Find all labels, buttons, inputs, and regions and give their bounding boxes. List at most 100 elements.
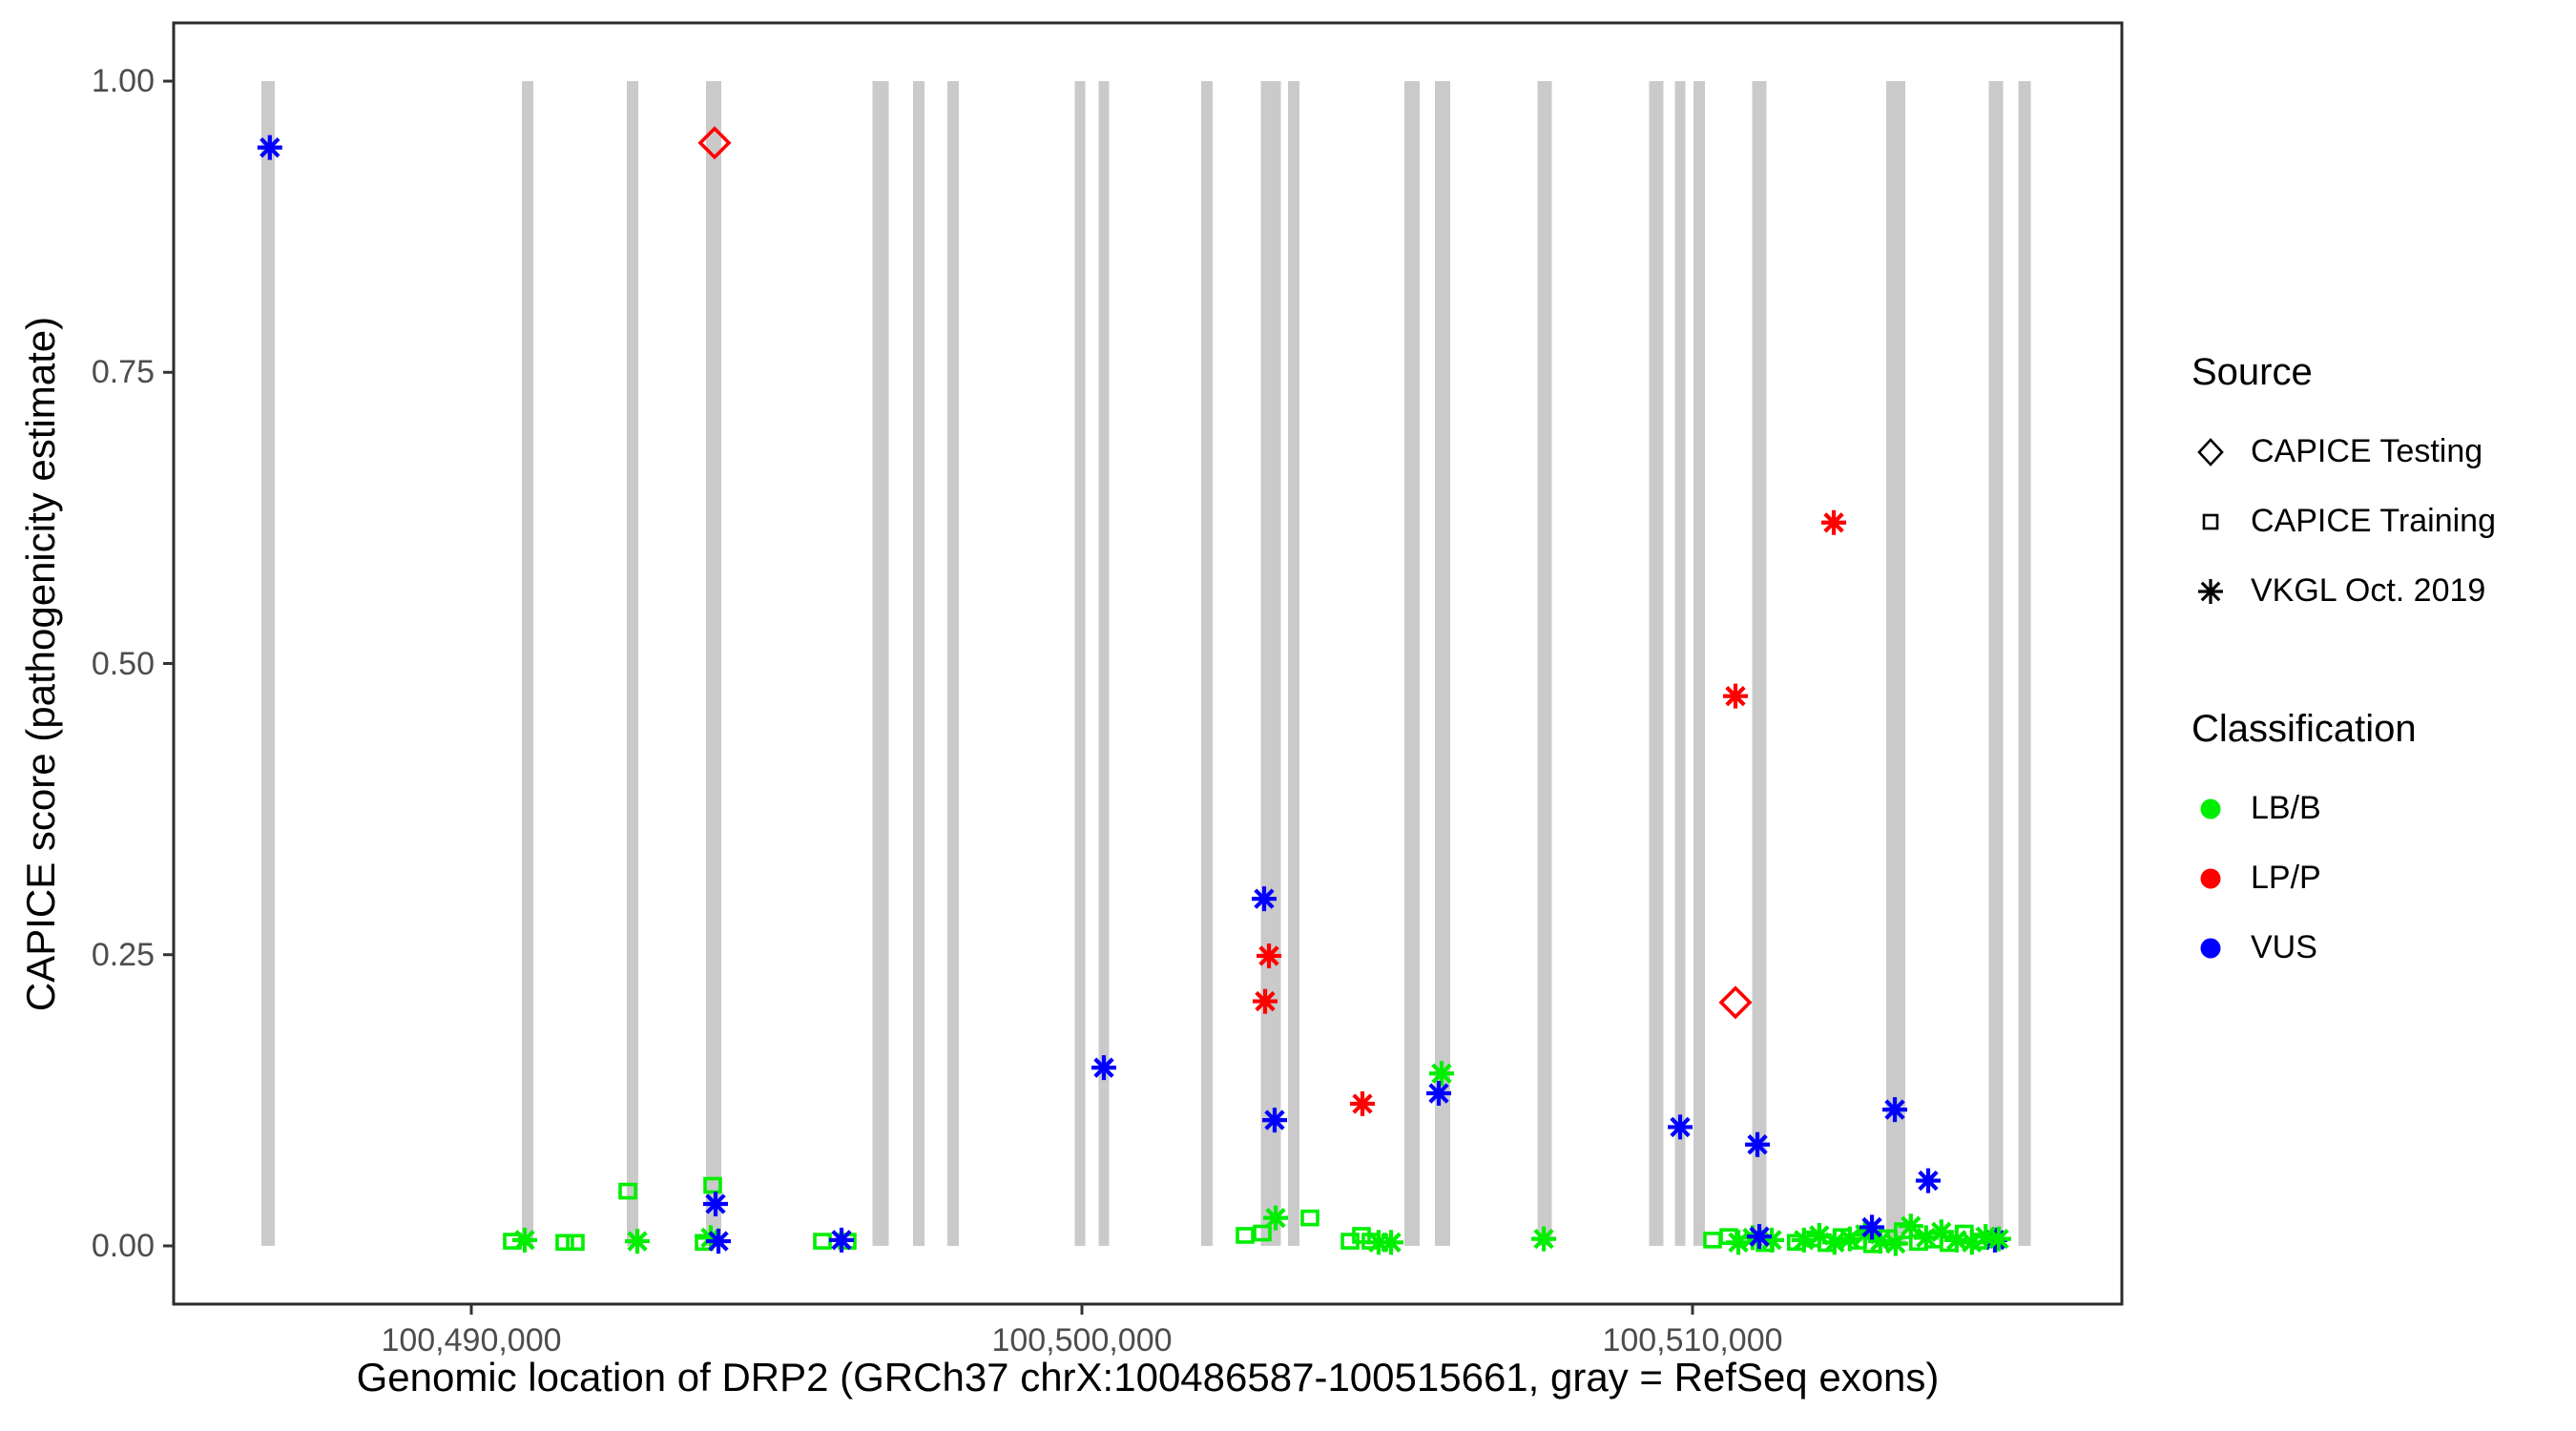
data-point-asterisk <box>1726 1230 1752 1255</box>
x-tick-label: 100,500,000 <box>991 1322 1173 1358</box>
data-point-asterisk <box>1261 1108 1287 1133</box>
data-point-diamond <box>1718 985 1753 1020</box>
exon-bar <box>1074 81 1086 1246</box>
data-point-asterisk <box>1973 1224 1999 1250</box>
y-tick-label: 0.75 <box>91 354 155 391</box>
exon-bar <box>1752 81 1767 1246</box>
legend-item-capice-training: CAPICE Training <box>2192 487 2564 556</box>
data-point-asterisk <box>1379 1230 1404 1255</box>
data-point-asterisk <box>1943 1227 1969 1253</box>
data-point-asterisk <box>1986 1226 2012 1252</box>
exon-bar <box>1098 81 1110 1246</box>
legend-source-title: Source <box>2192 351 2313 393</box>
legend-item-capice-testing: CAPICE Testing <box>2192 417 2564 487</box>
exon-bar <box>706 81 722 1246</box>
y-tick-label: 0.00 <box>91 1227 155 1264</box>
data-point-asterisk <box>1928 1219 1954 1245</box>
exon-bar <box>521 81 534 1246</box>
y-tick-label: 0.50 <box>91 645 155 682</box>
data-point-square <box>566 1234 585 1252</box>
legend-classification-title: Classification <box>2192 708 2417 750</box>
exon-bar <box>1434 81 1450 1246</box>
data-point-asterisk <box>257 135 282 160</box>
exon-bar <box>2018 81 2031 1246</box>
exon-bar <box>627 81 639 1246</box>
data-point-asterisk <box>1759 1227 1785 1253</box>
data-point-asterisk <box>698 1225 724 1251</box>
x-tick-label: 100,510,000 <box>1602 1322 1783 1358</box>
data-point-asterisk <box>1821 509 1847 535</box>
data-point-asterisk <box>1882 1097 1908 1123</box>
data-point-asterisk <box>1426 1081 1452 1107</box>
data-point-square <box>1253 1224 1272 1242</box>
data-point-square <box>555 1234 574 1252</box>
data-point-asterisk <box>1531 1226 1557 1252</box>
exon-bar <box>1403 81 1420 1246</box>
panel-border <box>172 21 2124 1306</box>
data-point-asterisk <box>1253 988 1278 1014</box>
legend-item-label: VUS <box>2251 929 2317 965</box>
data-point-asterisk <box>1898 1213 1923 1239</box>
y-tick-label: 0.25 <box>91 936 155 973</box>
data-point-asterisk <box>1263 1205 1289 1231</box>
x-tick-label: 100,490,000 <box>381 1322 562 1358</box>
exon-bar <box>1537 81 1552 1246</box>
data-point-asterisk <box>1350 1091 1376 1116</box>
data-point-asterisk <box>1365 1230 1391 1255</box>
blue-dot-icon <box>2192 929 2230 967</box>
diamond-icon <box>2192 433 2230 471</box>
data-point-asterisk <box>1867 1229 1893 1255</box>
exon-bar <box>1288 81 1300 1246</box>
data-point-asterisk <box>512 1227 538 1253</box>
data-point-asterisk <box>1791 1227 1817 1253</box>
square-icon <box>2192 503 2230 541</box>
data-point-diamond <box>697 126 732 160</box>
legend-item-label: CAPICE Training <box>2251 503 2496 539</box>
exon-bar <box>1674 81 1686 1246</box>
legend-item-vus: VUS <box>2192 913 2564 983</box>
legend: Source CAPICE Testing CAPICE Training <box>2192 351 2564 983</box>
exon-bar <box>1649 81 1664 1246</box>
data-point-asterisk <box>1959 1230 1984 1255</box>
data-point-asterisk <box>1429 1061 1455 1087</box>
y-tick-label: 1.00 <box>91 63 155 100</box>
data-point-asterisk <box>1257 943 1282 968</box>
data-point-asterisk <box>703 1192 729 1216</box>
red-dot-icon <box>2192 860 2230 898</box>
exon-bar <box>947 81 960 1246</box>
legend-source-group: Source CAPICE Testing CAPICE Training <box>2192 351 2564 626</box>
data-point-square <box>703 1176 722 1194</box>
legend-item-label: LB/B <box>2251 790 2321 826</box>
exon-bar <box>872 81 889 1246</box>
data-point-asterisk <box>1747 1224 1773 1250</box>
exon-bar <box>1988 81 2004 1246</box>
data-point-square <box>1703 1232 1722 1249</box>
data-point-asterisk <box>1091 1055 1116 1081</box>
data-point-asterisk <box>1745 1131 1771 1157</box>
legend-item-label: LP/P <box>2251 860 2321 896</box>
legend-item-label: VKGL Oct. 2019 <box>2251 572 2486 609</box>
data-point-asterisk <box>1859 1214 1885 1240</box>
data-point-asterisk <box>625 1229 651 1255</box>
exon-bar <box>1885 81 1906 1246</box>
exon-bar <box>1693 81 1706 1246</box>
data-point-asterisk <box>829 1227 855 1253</box>
x-axis-title: Genomic location of DRP2 (GRCh37 chrX:10… <box>356 1355 1940 1400</box>
legend-classification-group: Classification LB/B LP/P VUS <box>2192 708 2564 983</box>
exon-bar <box>261 81 276 1246</box>
exon-bar <box>1201 81 1214 1246</box>
data-point-square <box>618 1182 637 1200</box>
data-point-asterisk <box>1251 886 1277 912</box>
data-point-square <box>1236 1227 1255 1244</box>
data-point-square <box>1300 1209 1319 1227</box>
data-point-asterisk <box>1915 1168 1941 1193</box>
asterisk-icon <box>2192 572 2230 611</box>
data-point-asterisk <box>1668 1114 1693 1140</box>
legend-item-lpp: LP/P <box>2192 843 2564 913</box>
data-point-asterisk <box>1837 1226 1862 1252</box>
data-point-asterisk <box>1913 1225 1939 1251</box>
green-dot-icon <box>2192 790 2230 828</box>
data-point-asterisk <box>706 1229 732 1255</box>
